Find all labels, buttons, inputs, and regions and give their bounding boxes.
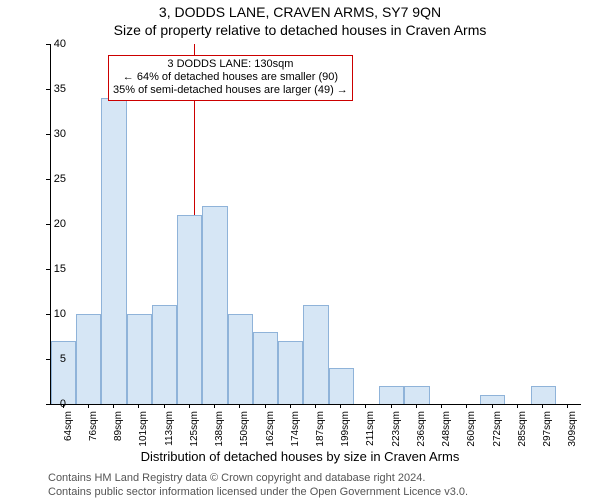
x-tick-label: 260sqm	[466, 411, 477, 451]
x-tick-mark	[441, 404, 442, 408]
x-tick-label: 187sqm	[315, 411, 326, 451]
histogram-bar	[379, 386, 404, 404]
info-line3: 35% of semi-detached houses are larger (…	[113, 84, 348, 97]
histogram-bar	[177, 215, 202, 404]
x-tick-mark	[340, 404, 341, 408]
x-tick-mark	[466, 404, 467, 408]
histogram-bar	[76, 314, 101, 404]
histogram-bar	[253, 332, 278, 404]
y-tick-label: 40	[54, 38, 66, 50]
histogram-bar	[228, 314, 253, 404]
chart-container: 3, DODDS LANE, CRAVEN ARMS, SY7 9QN Size…	[0, 0, 600, 500]
x-tick-mark	[517, 404, 518, 408]
y-tick-mark	[46, 404, 50, 405]
y-tick-mark	[46, 314, 50, 315]
x-tick-mark	[189, 404, 190, 408]
y-tick-mark	[46, 89, 50, 90]
y-tick-mark	[46, 179, 50, 180]
x-tick-mark	[542, 404, 543, 408]
x-tick-mark	[265, 404, 266, 408]
histogram-bar	[127, 314, 152, 404]
x-tick-label: 101sqm	[138, 411, 149, 451]
x-tick-mark	[138, 404, 139, 408]
histogram-bar	[51, 341, 76, 404]
x-tick-label: 199sqm	[340, 411, 351, 451]
histogram-bar	[329, 368, 354, 404]
x-tick-label: 236sqm	[416, 411, 427, 451]
x-tick-label: 162sqm	[265, 411, 276, 451]
y-tick-mark	[46, 224, 50, 225]
x-tick-mark	[365, 404, 366, 408]
x-tick-label: 138sqm	[214, 411, 225, 451]
y-axis-label: Number of detached properties	[0, 51, 15, 230]
x-tick-mark	[113, 404, 114, 408]
histogram-bar	[480, 395, 505, 404]
x-tick-label: 211sqm	[365, 411, 376, 451]
x-tick-mark	[290, 404, 291, 408]
info-box: 3 DODDS LANE: 130sqm ← 64% of detached h…	[108, 55, 353, 101]
y-tick-mark	[46, 269, 50, 270]
x-tick-mark	[492, 404, 493, 408]
x-tick-mark	[88, 404, 89, 408]
x-tick-mark	[391, 404, 392, 408]
histogram-bar	[152, 305, 177, 404]
x-tick-label: 248sqm	[441, 411, 452, 451]
x-tick-label: 285sqm	[517, 411, 528, 451]
x-tick-label: 223sqm	[391, 411, 402, 451]
x-tick-label: 272sqm	[492, 411, 503, 451]
x-axis-label: Distribution of detached houses by size …	[0, 449, 600, 464]
histogram-bar	[531, 386, 556, 404]
y-tick-mark	[46, 134, 50, 135]
x-tick-label: 297sqm	[542, 411, 553, 451]
y-tick-label: 5	[60, 353, 66, 365]
x-tick-label: 113sqm	[164, 411, 175, 451]
x-tick-label: 309sqm	[567, 411, 578, 451]
x-tick-mark	[416, 404, 417, 408]
y-tick-label: 35	[54, 83, 66, 95]
histogram-bar	[303, 305, 328, 404]
x-tick-label: 64sqm	[63, 411, 74, 451]
x-tick-label: 150sqm	[239, 411, 250, 451]
chart-title-line2: Size of property relative to detached ho…	[0, 22, 600, 38]
info-line2: ← 64% of detached houses are smaller (90…	[113, 71, 348, 84]
x-tick-label: 125sqm	[189, 411, 200, 451]
chart-title-line1: 3, DODDS LANE, CRAVEN ARMS, SY7 9QN	[0, 4, 600, 20]
x-tick-mark	[63, 404, 64, 408]
y-tick-label: 15	[54, 263, 66, 275]
histogram-bar	[278, 341, 303, 404]
footer-line2: Contains public sector information licen…	[48, 486, 468, 498]
info-line1: 3 DODDS LANE: 130sqm	[113, 58, 348, 71]
histogram-bar	[404, 386, 429, 404]
x-tick-mark	[214, 404, 215, 408]
x-tick-mark	[239, 404, 240, 408]
y-tick-mark	[46, 359, 50, 360]
x-tick-label: 89sqm	[113, 411, 124, 451]
y-tick-label: 10	[54, 308, 66, 320]
footer-line1: Contains HM Land Registry data © Crown c…	[48, 472, 425, 484]
histogram-bar	[101, 98, 126, 404]
y-tick-label: 25	[54, 173, 66, 185]
x-tick-label: 76sqm	[88, 411, 99, 451]
y-tick-label: 30	[54, 128, 66, 140]
x-tick-mark	[315, 404, 316, 408]
y-tick-label: 20	[54, 218, 66, 230]
x-tick-mark	[567, 404, 568, 408]
x-tick-mark	[164, 404, 165, 408]
histogram-bar	[202, 206, 227, 404]
y-tick-mark	[46, 44, 50, 45]
x-tick-label: 174sqm	[290, 411, 301, 451]
